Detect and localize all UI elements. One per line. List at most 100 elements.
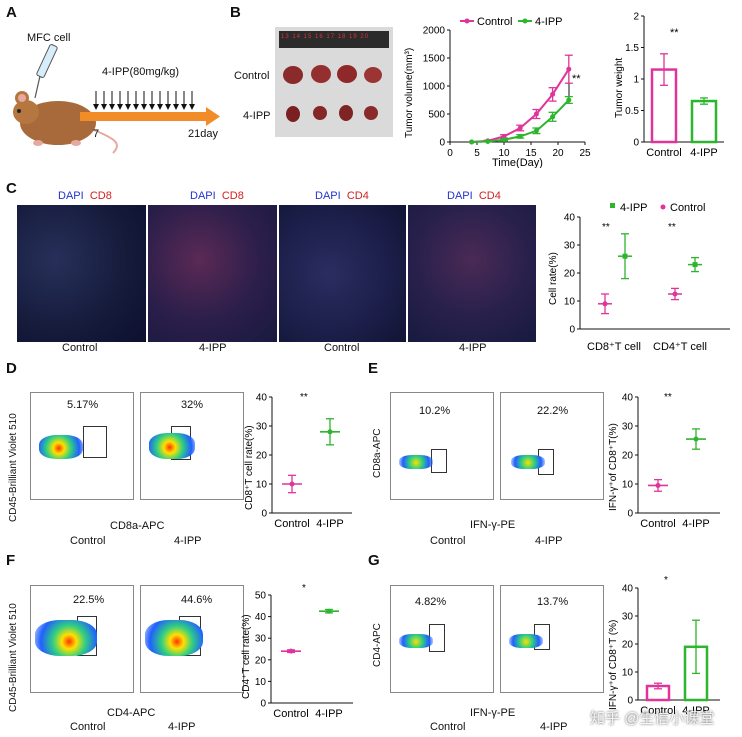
g-xlabel: IFN-γ-PE [470,707,516,719]
tumor-weight-chart: Tumor weight ** 0 0.5 1 1.5 2 Control 4-IPP [614,12,724,159]
vol-ytick-label: 2000 [423,26,446,37]
cell-ipp-point [622,253,628,259]
legend-ipp-c: 4-IPP [620,202,648,214]
flow-plot-d-ipp: 32% [140,392,244,500]
cell-ytick-label: 30 [564,241,576,252]
d-ytick-label: 30 [256,422,268,433]
g-chart-ylabel: IFN-γ⁺of CD8⁺T (%) [608,620,619,710]
f-ytick-label: 0 [260,699,266,710]
vol-ytick-label: 1500 [423,54,446,65]
vol-point [501,137,507,143]
micrograph-cd8-ipp [148,205,277,342]
micrograph-label-1: Control [62,342,98,354]
micrograph-label-3: Control [324,342,360,354]
ruler-numbers: 13 14 15 16 17 18 19 20 [281,34,370,40]
micrograph-label-2: 4-IPP [199,342,227,354]
photo-row-control: Control [234,70,270,82]
vol-ytick-label: 1000 [423,82,446,93]
tumor-volume-chart: Control 4-IPP Tumor volume(mm³) Time(Day… [404,16,591,168]
f-label-control: Control [70,721,106,733]
d-point [289,481,295,487]
d-point [327,429,333,435]
cell-ytick-label: 10 [564,297,576,308]
g-ytick-label: 40 [622,584,634,595]
g-ytick-label: 20 [622,640,634,651]
d-ylabel: CD45-Brilliant Violet 510 [8,413,19,522]
cell-control-point [602,301,608,307]
d-category: Control [274,518,309,530]
tumor-photo: 13 14 15 16 17 18 19 20 [275,27,393,137]
e-label-control: Control [430,535,466,547]
f-label-ipp: 4-IPP [168,721,196,733]
mouse-icon [13,91,118,154]
micrograph-cd4-ipp [408,205,536,342]
stain-label-1: DAPI CD8 [58,190,112,202]
panel-label-d: D [6,360,17,377]
d-pct-control: 5.17% [67,399,99,411]
f-chart-sig: * [302,583,306,594]
g-ylabel: CD4-APC [372,623,383,667]
vol-ytick-label: 500 [428,110,445,121]
vol-xtick-label: 20 [552,148,564,159]
d-chart-ylabel: CD8⁺T cell rate(%) [244,425,255,510]
e-label-ipp: 4-IPP [535,535,563,547]
d-xlabel: CD8a-APC [110,520,165,532]
gate [431,449,447,473]
e-ytick-label: 40 [622,393,634,404]
cell-ytick-label: 40 [564,213,576,224]
micrograph-cd8-control [17,205,146,342]
f-pct-ipp: 44.6% [181,594,213,606]
weight-bar [690,99,718,144]
e-point [693,436,699,442]
g-pct-control: 4.82% [415,596,447,608]
d-ytick-label: 10 [256,480,268,491]
f-ytick-label: 50 [255,591,267,602]
cell-rate-chart: Cell rate(%) 4-IPP Control CD8⁺T cell CD… [548,202,730,353]
e-ytick-label: 0 [627,509,633,520]
wt-ytick-label: 0 [633,138,639,149]
panel-label-c: C [6,180,17,197]
weight-category: 4-IPP [690,147,718,159]
cd8-rate-chart: CD8⁺T cell rate(%) ** 0 10 20 30 40 Control 4-… [244,392,352,530]
legend-ipp: 4-IPP [535,16,563,28]
e-pct-ipp: 22.2% [537,405,569,417]
f-ylabel: CD45-Brilliant Violet 510 [8,603,19,712]
treatment-label: 4-IPP(80mg/kg) [102,66,180,78]
flow-plot-g-control: 4.82% [390,585,494,693]
e-xlabel: IFN-γ-PE [470,519,516,531]
vol-point [566,66,572,72]
e-point [655,482,661,488]
panel-label-f: F [6,552,16,569]
watermark: 知乎 @生信小课堂 [590,710,715,727]
flow-plot-f-control: 22.5% [30,585,134,693]
e-ytick-label: 30 [622,422,634,433]
g-ytick-label: 10 [622,668,634,679]
f-category: Control [273,708,308,720]
cellrate-sig-cd4: ** [668,222,676,233]
vol-point [533,111,539,117]
wt-ytick-label: 1 [633,75,639,86]
vol-xtick-label: 0 [447,148,453,159]
panel-label-e: E [368,360,379,377]
f-point [326,608,332,614]
mouse-injection-illustration [13,44,220,154]
vol-point [566,97,572,103]
flow-plot-e-ipp: 22.2% [500,392,604,500]
stain-label-2: DAPI CD8 [190,190,244,202]
timeline-arrow [80,107,220,126]
weight-sig: ** [670,27,679,39]
cell-control-point [672,291,678,297]
f-xlabel: CD4-APC [107,707,156,719]
flow-plot-g-ipp: 13.7% [500,585,604,693]
e-category: Control [640,518,675,530]
g-category: Control [640,705,675,717]
panel-label-g: G [368,552,380,569]
vol-point [550,114,556,120]
vol-xtick-label: 15 [525,148,537,159]
vol-point [469,139,475,145]
cell-ipp-point [692,262,698,268]
d-chart-sig: ** [300,392,308,403]
flow-plot-d-control: 5.17% [30,392,134,500]
flow-plot-f-ipp: 44.6% [140,585,244,693]
d-label-ipp: 4-IPP [174,535,202,547]
